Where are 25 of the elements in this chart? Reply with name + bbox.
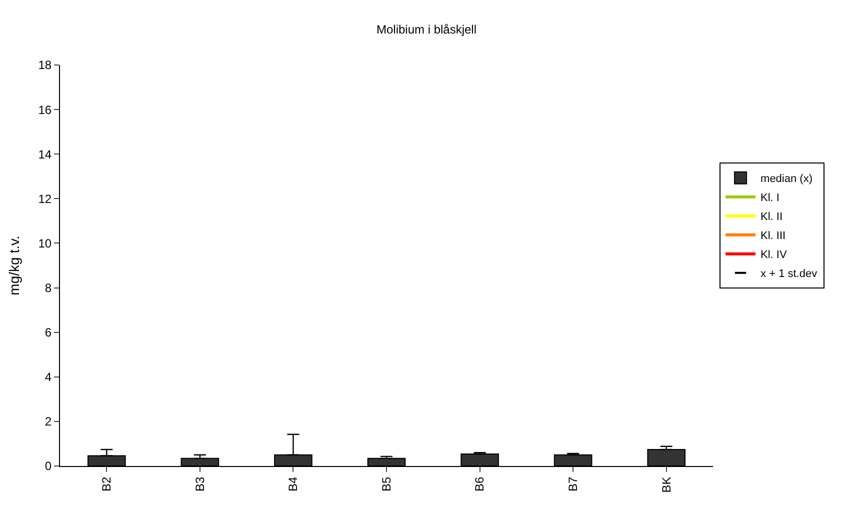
y-tick-label: 6 [44, 326, 52, 340]
y-tick-label: 10 [38, 236, 52, 250]
y-tick-label: 4 [44, 370, 52, 384]
x-tick-label: B7 [566, 476, 580, 492]
x-tick-label: B4 [286, 476, 300, 492]
legend-label: Kl. IV [760, 249, 788, 262]
x-tick-label: B3 [192, 476, 207, 492]
y-tick-label: 12 [38, 192, 52, 206]
y-axis-title: mg/kg t.v. [6, 236, 22, 296]
legend-label: x + 1 st.dev [760, 268, 818, 280]
y-tick-label: 14 [38, 147, 52, 162]
legend-label: Kl. I [760, 192, 780, 204]
y-tick-label: 0 [44, 459, 52, 474]
x-tick-label: BK [659, 476, 674, 493]
x-tick-label: B5 [379, 476, 394, 492]
y-tick-label: 2 [44, 414, 52, 429]
x-tick-label: B6 [472, 476, 487, 492]
y-tick-label: 8 [44, 280, 52, 295]
y-tick-label: 18 [38, 58, 52, 72]
legend-label: median (x) [760, 173, 812, 186]
chart-title: Molibium i blåskjell [376, 22, 477, 37]
y-tick-label: 16 [38, 102, 52, 117]
legend-label: Kl. II [760, 211, 783, 224]
legend-label: Kl. III [760, 230, 786, 242]
x-tick-label: B2 [100, 476, 114, 492]
